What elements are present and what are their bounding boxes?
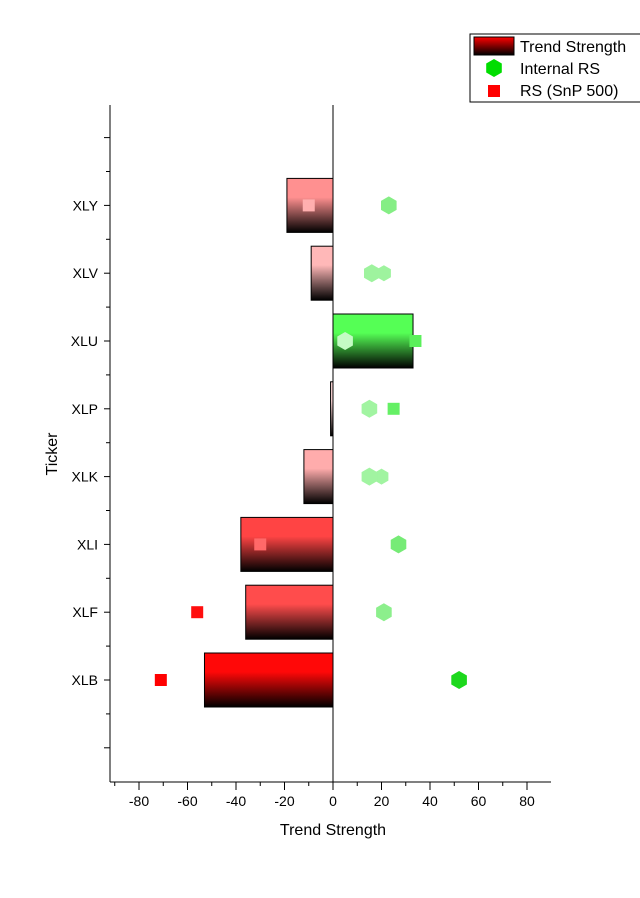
snp-rs-marker-xlf [191,606,204,619]
legend: Trend Strength Internal RS RS (SnP 500) [469,33,640,103]
y-tick-label: XLF [72,604,98,620]
legend-label-rs-snp: RS (SnP 500) [520,83,618,100]
x-tick-label: 60 [471,793,487,809]
axes [109,105,551,783]
y-tick-label: XLB [72,672,98,688]
bar-xlv [310,245,334,301]
snp-rs-marker-xlu [409,335,422,347]
x-ticks: -80 -60 -40 -20 0 20 40 60 80 [114,782,535,809]
internal-rs-marker-xlp [361,399,378,418]
x-tick-label: 0 [329,793,337,809]
y-tick-label: XLK [72,469,99,485]
x-tick-label: -40 [226,793,246,809]
legend-hexagon-marker [486,59,502,77]
snp-rs-marker-xly [302,199,315,212]
snp-rs-marker-xlp [387,402,400,415]
internal-rs-marker-xlu [337,332,353,350]
plot-area [154,177,467,708]
internal-rs-marker-xlb [451,671,467,689]
legend-square-marker [488,85,500,97]
internal-rs-marker-xlk [361,467,378,486]
legend-label-trend: Trend Strength [520,39,626,56]
y-tick-label: XLP [72,401,98,417]
internal-rs-marker-xlv-secondary [377,265,391,282]
internal-rs-marker-xli [390,535,407,554]
y-ticks: XLB XLF XLI XLK XLP XLU XLV XLY [71,137,110,749]
x-tick-label: 20 [374,793,390,809]
bar-xlb [203,652,334,708]
x-tick-label: -60 [177,793,197,809]
x-tick-label: 80 [519,793,535,809]
legend-label-internal-rs: Internal RS [520,61,600,78]
bar-xlk [303,449,334,505]
internal-rs-marker-xlk-secondary [374,468,389,485]
y-tick-label: XLY [73,197,99,213]
bar-xlf [245,584,334,640]
x-axis-title: Trend Strength [280,822,386,839]
x-tick-label: -20 [274,793,294,809]
y-tick-label: XLU [71,333,98,349]
legend-bar-swatch [473,36,515,56]
y-tick-label: XLV [73,265,99,281]
y-axis-title: Ticker [44,432,61,476]
internal-rs-marker-xlv [364,264,380,283]
y-tick-label: XLI [77,536,98,552]
x-tick-label: -80 [129,793,149,809]
internal-rs-marker-xlf [376,603,392,622]
snp-rs-marker-xli [254,538,267,551]
internal-rs-marker-xly [381,196,397,215]
x-tick-label: 40 [422,793,438,809]
snp-rs-marker-xlb [154,674,167,686]
